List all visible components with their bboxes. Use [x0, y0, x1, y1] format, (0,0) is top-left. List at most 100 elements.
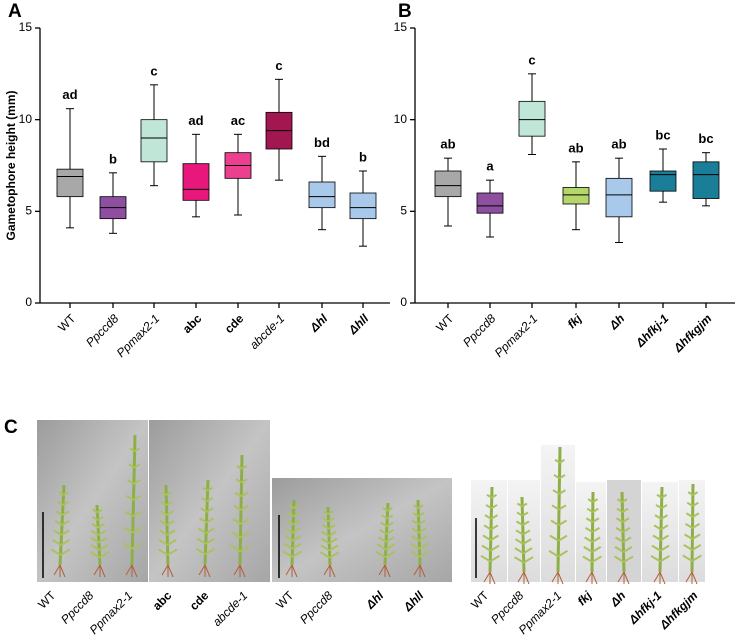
plant-leaf — [615, 526, 631, 533]
plant-leaf — [195, 547, 216, 556]
plant-leaf — [202, 486, 213, 492]
y-tick-label: 10 — [394, 112, 408, 126]
plant-root — [161, 564, 174, 578]
panel-label: A — [8, 1, 22, 22]
plant-leaf — [375, 550, 396, 559]
plant-root — [285, 564, 298, 578]
box — [349, 192, 377, 220]
y-tick-label: 15 — [394, 20, 408, 34]
plant-leaf — [127, 479, 141, 485]
plant-leaf — [234, 491, 249, 498]
plant-leaf — [284, 535, 302, 542]
plant-leaf — [56, 500, 70, 506]
plant-leaf — [656, 493, 668, 499]
plant-leaf — [683, 544, 702, 551]
plant-leaf — [201, 497, 214, 503]
plant-leaf — [586, 507, 599, 513]
plant-leaf — [236, 465, 248, 470]
plant-leaf — [514, 538, 532, 545]
x-tick-label: fkj — [565, 311, 585, 331]
plant-leaf — [481, 544, 500, 552]
photo-label: Δh — [607, 588, 628, 609]
plant-leaf — [122, 542, 143, 550]
x-tick-label: WT — [433, 311, 457, 335]
plant-leaf — [287, 512, 300, 518]
plant-root — [653, 571, 666, 585]
photo-label: WT — [468, 588, 492, 612]
plant-leaf — [91, 522, 105, 529]
y-tick-label: 15 — [19, 20, 33, 34]
photo-label: Δhl — [363, 588, 387, 612]
plant-leaf — [516, 511, 529, 517]
plant-leaf — [584, 526, 601, 533]
plant-leaf — [410, 535, 428, 542]
plant-leaf — [412, 512, 425, 518]
significance-letter: b — [359, 149, 367, 164]
plant-leaf — [91, 515, 104, 521]
box — [605, 177, 633, 218]
plant-leaf — [128, 463, 141, 469]
plant-leaf — [484, 514, 499, 520]
box — [692, 161, 720, 199]
plant-leaf — [514, 547, 533, 555]
plant-leaf — [614, 536, 632, 543]
plant-leaf — [412, 504, 424, 509]
plant-leaf — [198, 517, 215, 524]
plant-root — [378, 564, 391, 578]
plant-leaf — [585, 517, 600, 523]
box — [476, 192, 504, 214]
plant-leaf — [321, 530, 337, 537]
plant-leaf — [614, 546, 633, 553]
plant-leaf — [160, 491, 172, 496]
box — [518, 100, 546, 137]
plant-root — [323, 564, 336, 578]
plant-leaf — [410, 542, 429, 550]
y-tick-label: 5 — [400, 204, 407, 218]
plant-leaf — [686, 501, 699, 507]
plant-leaf — [157, 548, 178, 556]
photo-label: fkj — [575, 588, 595, 608]
panel-label: B — [398, 1, 412, 22]
plant-leaf — [286, 519, 301, 526]
plant-leaf — [319, 551, 340, 559]
plant-leaf — [411, 519, 426, 526]
plant-leaf — [651, 544, 670, 552]
photo-label: Ppccd8 — [58, 588, 96, 626]
plant-leaf — [587, 498, 599, 503]
photo-label: abc — [150, 588, 175, 613]
plant-leaf — [90, 544, 109, 551]
plant-leaf — [516, 502, 528, 508]
plant-leaf — [58, 491, 69, 496]
plant-leaf — [381, 514, 394, 520]
plant-leaf — [485, 504, 498, 510]
x-tick-label: Ppmax2-1 — [114, 311, 163, 360]
plant-leaf — [552, 489, 567, 495]
plant-root — [93, 564, 106, 578]
x-tick-label: Ppccd8 — [83, 311, 121, 349]
x-tick-label: abcde-1 — [247, 311, 288, 352]
plant-leaf — [380, 521, 394, 528]
plant-leaf — [54, 519, 70, 526]
plant-leaf — [652, 534, 670, 541]
plant-leaf — [515, 520, 530, 526]
significance-letter: ad — [62, 87, 77, 102]
x-tick-label: WT — [55, 311, 79, 335]
plant-root — [53, 564, 66, 578]
x-tick-label: cde — [222, 311, 247, 336]
y-tick-label: 0 — [400, 295, 407, 309]
plant-leaf — [124, 510, 142, 518]
plant-leaf — [549, 534, 568, 542]
plant-root — [233, 564, 246, 578]
plant-leaf — [515, 529, 531, 536]
plant-leaf — [685, 512, 700, 518]
plant-leaf — [282, 550, 303, 558]
plant-root — [551, 571, 564, 585]
significance-letter: ad — [188, 113, 203, 128]
significance-letter: c — [275, 58, 282, 73]
photo-label: WT — [35, 588, 59, 612]
x-tick-label: Δhl — [307, 311, 331, 335]
x-tick-label: Ppccd8 — [460, 311, 498, 349]
plant-leaf — [584, 536, 601, 543]
plant-leaf — [682, 554, 702, 562]
